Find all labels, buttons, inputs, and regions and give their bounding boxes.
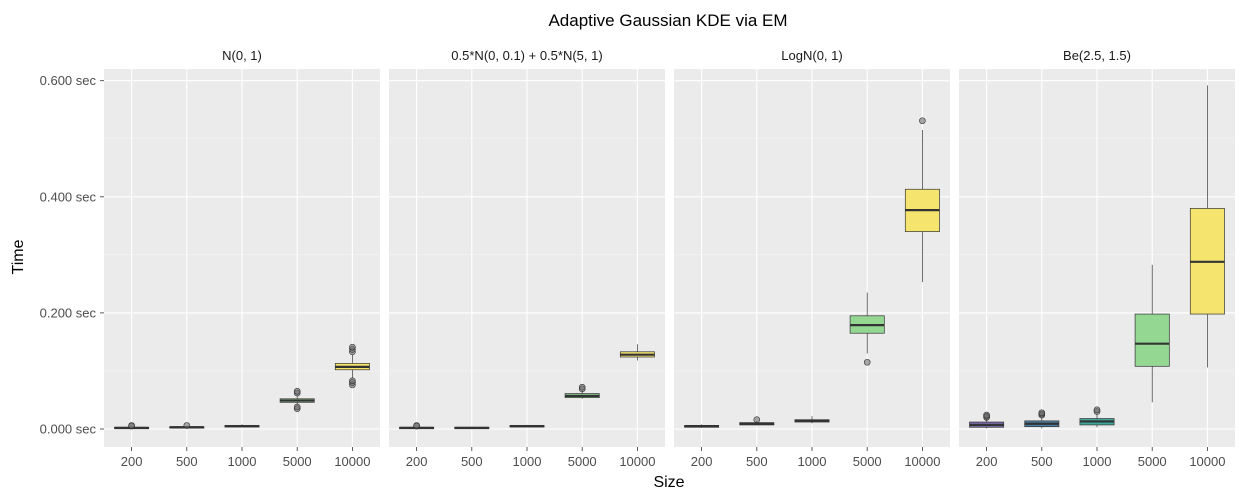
x-tick-label: 500	[1031, 454, 1053, 469]
outlier-point	[919, 117, 926, 125]
box-200	[684, 424, 720, 428]
x-tick-label: 500	[746, 454, 768, 469]
outlier-point	[183, 422, 191, 429]
box-10000	[619, 344, 655, 361]
box-1000	[1079, 406, 1115, 428]
facet-strip-label: LogN(0, 1)	[781, 48, 842, 63]
box-10000	[1189, 85, 1225, 368]
box-500	[454, 426, 490, 430]
x-tick-label: 200	[691, 454, 713, 469]
x-tick-label: 1000	[228, 454, 257, 469]
outlier-point	[1093, 406, 1101, 414]
outlier-point	[349, 343, 356, 351]
box-1000	[224, 424, 260, 428]
facet-strip-label: 0.5*N(0, 0.1) + 0.5*N(5, 1)	[451, 48, 602, 63]
facet-strip-label: N(0, 1)	[222, 48, 262, 63]
box-10000	[334, 343, 370, 389]
x-tick-label: 1000	[1083, 454, 1112, 469]
box-10000	[904, 117, 940, 283]
x-tick-label: 10000	[904, 454, 940, 469]
facet-strip-label: Be(2.5, 1.5)	[1063, 48, 1131, 63]
outlier-point	[293, 403, 301, 411]
facet-panel: LogN(0, 1) 200 500 1000 5000 10000	[674, 48, 950, 469]
box-200	[114, 422, 150, 430]
facet-panel: N(0, 1) 200 500 1000 5000 10000	[104, 48, 380, 469]
box-5000	[279, 387, 315, 412]
outlier-point	[863, 358, 871, 366]
y-tick-label: 0.600 sec	[40, 73, 97, 88]
outlier-point	[1038, 409, 1046, 417]
outlier-point	[413, 422, 420, 429]
outlier-point	[128, 422, 135, 429]
x-tick-label: 5000	[1138, 454, 1167, 469]
box-500	[739, 416, 775, 426]
x-tick-label: 500	[461, 454, 483, 469]
x-tick-label: 5000	[568, 454, 597, 469]
box-1000	[509, 424, 545, 428]
box-5000	[849, 292, 885, 366]
x-tick-label: 1000	[513, 454, 542, 469]
chart-title: Adaptive Gaussian KDE via EM	[548, 11, 787, 30]
y-tick-label: 0.400 sec	[40, 189, 97, 204]
outlier-point	[983, 411, 990, 419]
x-tick-label: 200	[121, 454, 143, 469]
box-body	[1134, 313, 1170, 367]
outlier-point	[753, 416, 761, 424]
box-500	[1024, 409, 1060, 429]
facet-panel: Be(2.5, 1.5) 200 500 1000 5000 10000	[959, 48, 1235, 469]
y-axis: 0.000 sec 0.200 sec 0.400 sec 0.600 sec	[40, 73, 104, 437]
x-tick-label: 1000	[798, 454, 827, 469]
x-tick-label: 5000	[283, 454, 312, 469]
x-tick-label: 10000	[1189, 454, 1225, 469]
y-tick-label: 0.200 sec	[40, 305, 97, 320]
y-tick-label: 0.000 sec	[40, 422, 97, 437]
x-tick-label: 10000	[619, 454, 655, 469]
x-tick-label: 200	[406, 454, 428, 469]
outlier-point	[578, 383, 586, 391]
box-5000	[564, 383, 600, 399]
box-5000	[1134, 264, 1170, 403]
outlier-point	[293, 387, 301, 395]
outlier-point	[349, 377, 356, 385]
box-1000	[794, 416, 830, 424]
x-tick-label: 500	[176, 454, 198, 469]
x-axis-title: Size	[653, 474, 684, 491]
box-500	[169, 422, 205, 429]
x-tick-label: 200	[976, 454, 998, 469]
x-tick-label: 10000	[334, 454, 370, 469]
x-tick-label: 5000	[853, 454, 882, 469]
facet-panel: 0.5*N(0, 0.1) + 0.5*N(5, 1) 200 500 1000 500…	[389, 48, 665, 469]
box-200	[969, 411, 1005, 429]
y-axis-title: Time	[10, 239, 27, 274]
box-200	[399, 422, 435, 430]
